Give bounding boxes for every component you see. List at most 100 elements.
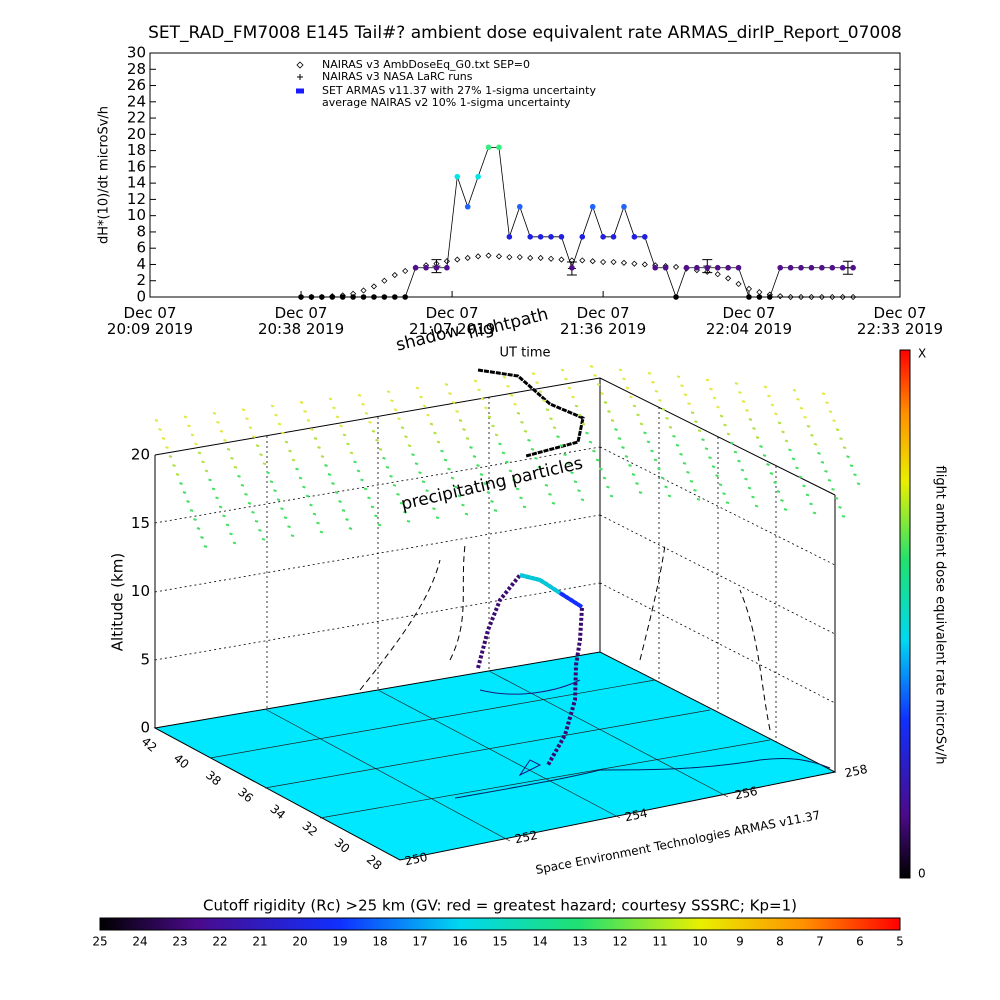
particle (216, 420, 220, 424)
y-tick-label: 20 (127, 125, 146, 143)
particle (339, 424, 343, 428)
particle (428, 498, 433, 502)
particle (856, 482, 861, 486)
particle (668, 425, 673, 429)
armas-point (329, 294, 336, 300)
edge (154, 377, 601, 456)
wall-shadow (359, 544, 771, 731)
particle (564, 377, 568, 381)
nairas-point (589, 258, 596, 265)
particle (711, 465, 716, 469)
particle (421, 480, 426, 484)
particle (462, 428, 466, 431)
armas-point (444, 264, 450, 271)
particle (154, 419, 159, 422)
nairas-point (402, 267, 409, 275)
particle (541, 474, 545, 478)
particle (628, 464, 632, 467)
particle (574, 404, 579, 408)
particle (589, 365, 594, 368)
particle (556, 435, 560, 439)
particle (316, 521, 320, 525)
dose-colorbar-top: X (918, 347, 926, 361)
particle (490, 500, 494, 503)
particle (617, 437, 622, 440)
armas-point (819, 264, 825, 271)
particle (182, 491, 187, 494)
particle (476, 464, 480, 467)
armas-point (829, 264, 836, 271)
rigidity-tick-label: 14 (532, 935, 547, 949)
particle (374, 514, 378, 518)
particle (535, 381, 539, 385)
particle (672, 434, 676, 438)
particle (544, 483, 549, 487)
particle (748, 418, 753, 421)
armas-point (621, 203, 627, 210)
particle (754, 504, 759, 508)
particle (487, 415, 492, 419)
armas-point (298, 294, 304, 300)
particle (443, 458, 448, 462)
particle (222, 514, 226, 518)
particle (834, 496, 839, 500)
particle (774, 412, 778, 416)
particle (458, 419, 463, 422)
particle (418, 471, 422, 475)
particle (444, 383, 449, 386)
nairas-point (704, 268, 711, 275)
rigidity-tick-label: 7 (816, 935, 824, 949)
particle (422, 404, 427, 408)
particle (726, 432, 731, 436)
particle (716, 405, 720, 409)
lat-tick-label: 32 (300, 819, 321, 840)
particle (378, 447, 383, 451)
nairas-point (839, 293, 846, 301)
y-tick-label: 10 (127, 206, 146, 224)
particle (770, 403, 775, 407)
rigidity-tick-label: 18 (372, 935, 387, 949)
particle (705, 378, 710, 382)
armas-point (339, 294, 346, 300)
particle (689, 479, 694, 483)
legend-symbol (297, 74, 303, 80)
particle (839, 437, 843, 441)
particle (792, 388, 797, 392)
particle (302, 485, 306, 489)
particle (776, 490, 781, 493)
particle (414, 462, 419, 466)
particle (273, 489, 277, 493)
particle (386, 390, 391, 394)
particle (219, 429, 224, 433)
armas-point (496, 144, 502, 151)
nairas-point (370, 283, 378, 290)
particle (773, 481, 777, 484)
particles-label: precipitating particles (399, 453, 585, 514)
particle (477, 388, 481, 392)
particle (469, 446, 473, 449)
particle (715, 474, 719, 478)
particle (791, 457, 796, 461)
particle (299, 401, 304, 404)
particle (810, 433, 814, 437)
rigidity-tick-label: 20 (292, 935, 307, 949)
y-tick-label: 4 (136, 255, 146, 273)
armas-point (610, 234, 617, 240)
y-tick-label: 6 (136, 239, 146, 257)
particle (465, 437, 470, 440)
particle (660, 476, 665, 480)
particle (842, 446, 847, 450)
particle (411, 453, 415, 457)
rigidity-tick-label: 10 (692, 935, 707, 949)
legend-label: SET ARMAS v11.37 with 27% 1-sigma uncert… (322, 84, 596, 97)
particle (658, 398, 662, 402)
particle (751, 495, 755, 499)
particle (367, 496, 371, 500)
particle (552, 426, 557, 430)
particle (827, 478, 832, 482)
particle (796, 397, 800, 401)
particle (179, 482, 183, 485)
lat-tick-label: 34 (267, 802, 288, 823)
particle (680, 384, 684, 388)
